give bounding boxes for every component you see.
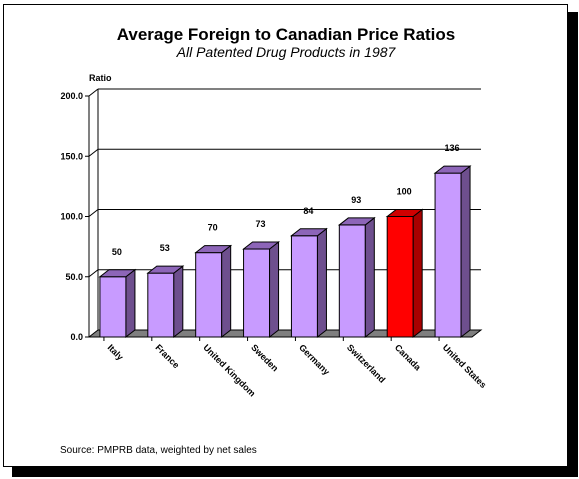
x-tick-label: United States xyxy=(441,342,489,390)
data-label: 73 xyxy=(256,219,266,229)
bar-side xyxy=(364,216,375,339)
bar-side xyxy=(316,227,327,339)
bar-top xyxy=(385,209,424,217)
chart-subtitle: All Patented Drug Products in 1987 xyxy=(176,44,397,60)
bar-side xyxy=(125,268,136,339)
bar-side xyxy=(412,208,423,339)
bar-side xyxy=(460,165,471,339)
bar-front xyxy=(338,224,366,338)
bar-front xyxy=(386,216,414,338)
data-label: 70 xyxy=(208,223,218,233)
data-label: 136 xyxy=(445,143,460,153)
data-label: 100 xyxy=(397,187,412,197)
bar-front xyxy=(99,276,127,338)
axes-layer: 0.0 50.0 100.0 150.0 200.0 xyxy=(60,88,483,342)
bar-top xyxy=(98,269,137,278)
bar-side xyxy=(221,244,232,339)
data-label: 93 xyxy=(351,195,361,205)
y-axis-title: Ratio xyxy=(89,73,112,83)
bar-top xyxy=(242,241,281,250)
data-label: 84 xyxy=(303,206,313,216)
bar-front xyxy=(434,172,462,338)
x-tick-label: United Kingdom xyxy=(201,342,257,398)
gridline-depth xyxy=(88,209,99,217)
source-note: Source: PMPRB data, weighted by net sale… xyxy=(60,445,257,456)
chart-title: Average Foreign to Canadian Price Ratios xyxy=(117,25,456,44)
bar-front xyxy=(243,248,271,338)
y-tick-label: 0.0 xyxy=(70,332,83,342)
y-tick-label: 50.0 xyxy=(65,272,83,282)
x-tick-label: Switzerland xyxy=(345,342,387,384)
y-tick-label: 100.0 xyxy=(60,212,83,222)
bar-side xyxy=(269,241,280,339)
x-tick-label: Canada xyxy=(393,342,424,373)
gridline-depth xyxy=(88,88,99,97)
chart-frame xyxy=(3,4,568,467)
bar-front xyxy=(147,272,175,338)
gridline-depth xyxy=(88,148,99,157)
y-tick-label: 150.0 xyxy=(60,151,83,161)
bar-front xyxy=(290,235,318,338)
x-tick-label: Germany xyxy=(297,342,332,377)
bar-top xyxy=(337,217,376,226)
gridline-depth xyxy=(88,269,99,278)
x-tick-label: Italy xyxy=(106,342,126,362)
bar-top xyxy=(289,228,328,237)
bar-top xyxy=(194,245,233,254)
data-label: 50 xyxy=(112,247,122,257)
x-tick-label: France xyxy=(153,342,181,370)
bar-side xyxy=(173,265,184,339)
bar-front xyxy=(195,252,223,338)
bar-top xyxy=(433,165,472,174)
y-tick-label: 200.0 xyxy=(60,91,83,101)
bar-top xyxy=(146,265,185,274)
x-tick-label: Sweden xyxy=(249,342,280,373)
data-label: 53 xyxy=(160,243,170,253)
bars-layer: 50 Italy 53 France 70 United Kingdom 73 Sweden 8… xyxy=(98,143,489,399)
